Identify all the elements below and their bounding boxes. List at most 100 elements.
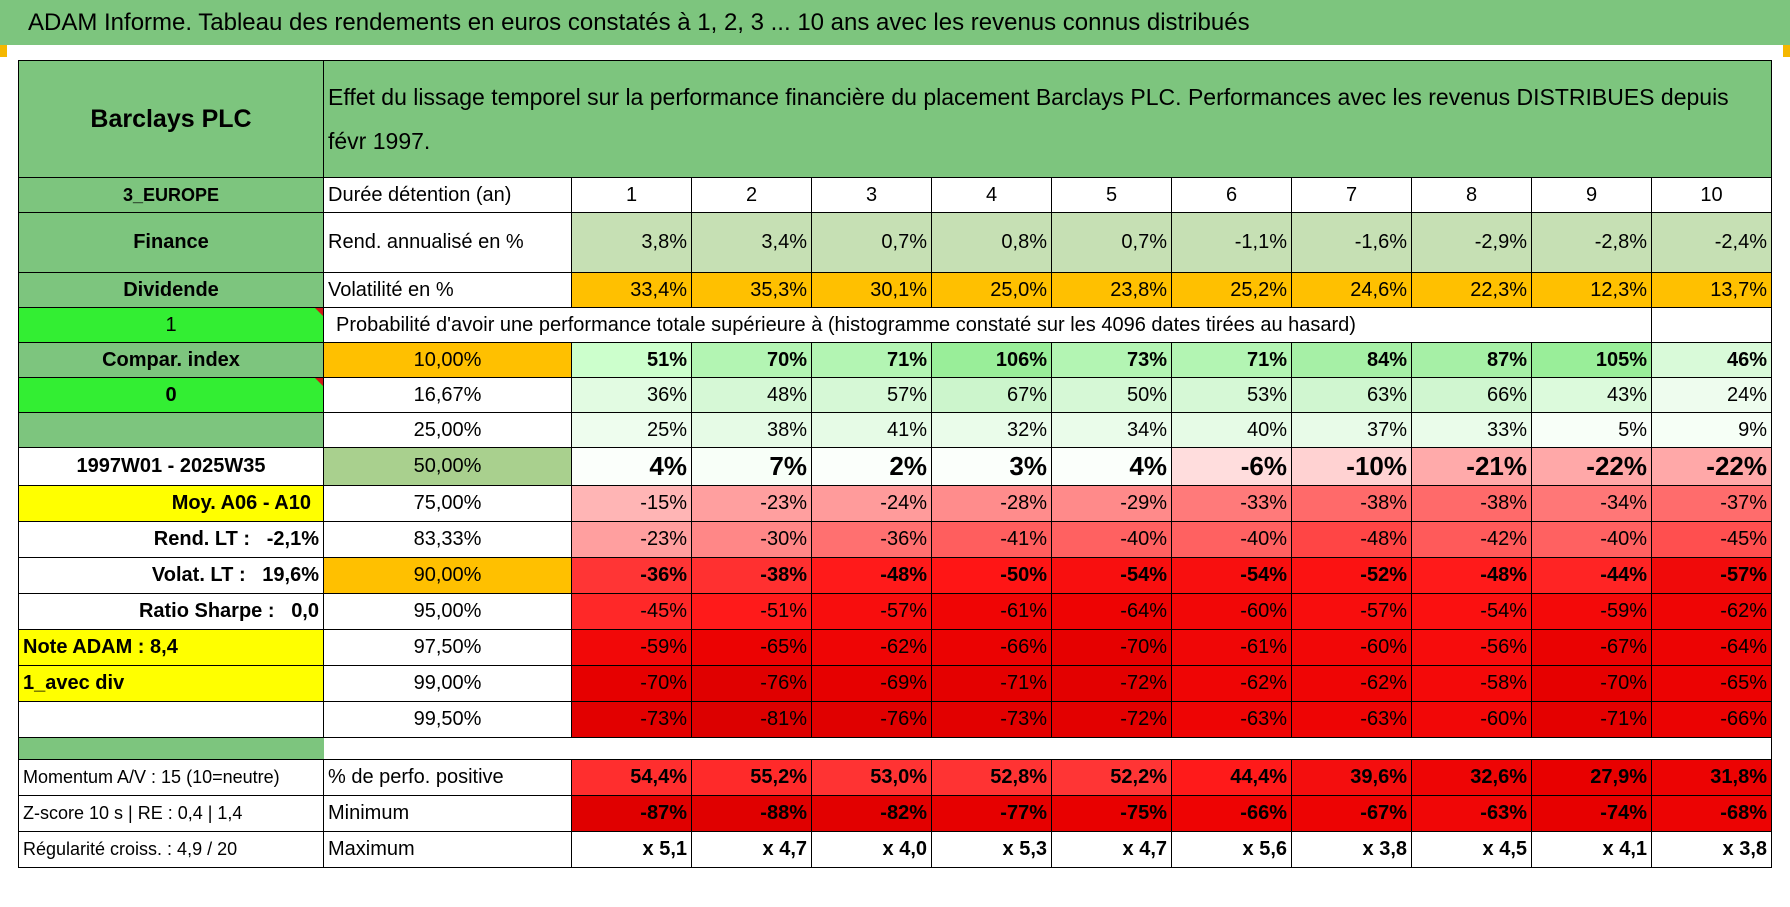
- quantile-cell: -38%: [1291, 485, 1412, 522]
- pos-cell: 31,8%: [1651, 759, 1772, 796]
- quantile-cell: -66%: [1651, 701, 1772, 738]
- quantile-cell: 3%: [931, 447, 1052, 486]
- sector-label: Finance: [18, 212, 324, 273]
- vol-cell: 30,1%: [811, 272, 932, 308]
- quantile-cell: 57%: [811, 377, 932, 413]
- rend-lt-value: -2,1%: [266, 528, 319, 550]
- year-header: 1: [571, 177, 692, 213]
- probability-caption: Probabilité d'avoir une performance tota…: [323, 307, 1652, 343]
- quantile-cell: -72%: [1051, 665, 1172, 702]
- max-cell: x 4,7: [1051, 831, 1172, 868]
- quantile-cell: -76%: [811, 701, 932, 738]
- sharpe-value: 0,0: [291, 600, 319, 622]
- rend-cell: -1,6%: [1291, 212, 1412, 273]
- quantile-label: 75,00%: [323, 485, 572, 522]
- quantile-cell: 7%: [691, 447, 812, 486]
- quantile-cell: -45%: [571, 593, 692, 630]
- quantile-cell: -62%: [811, 629, 932, 666]
- quantile-cell: -59%: [571, 629, 692, 666]
- year-header: 6: [1171, 177, 1292, 213]
- max-cell: x 3,8: [1651, 831, 1772, 868]
- quantile-cell: -22%: [1651, 447, 1772, 486]
- quantile-cell: 87%: [1411, 342, 1532, 378]
- quantile-cell: -63%: [1291, 701, 1412, 738]
- pos-cell: 52,8%: [931, 759, 1052, 796]
- year-header: 4: [931, 177, 1052, 213]
- quantile-cell: 48%: [691, 377, 812, 413]
- min-cell: -67%: [1291, 795, 1412, 832]
- mode-label: 1_avec div: [18, 665, 324, 702]
- quantile-cell: -58%: [1411, 665, 1532, 702]
- quantile-cell: -59%: [1531, 593, 1652, 630]
- quantile-cell: -66%: [931, 629, 1052, 666]
- quantile-cell: 4%: [1051, 447, 1172, 486]
- sharpe-stat: Ratio Sharpe : 0,0: [18, 593, 324, 630]
- quantile-label: 25,00%: [323, 412, 572, 448]
- year-header: 9: [1531, 177, 1652, 213]
- quantile-cell: -15%: [571, 485, 692, 522]
- quantile-cell: 38%: [691, 412, 812, 448]
- year-header: 3: [811, 177, 932, 213]
- max-cell: x 5,6: [1171, 831, 1292, 868]
- quantile-cell: 34%: [1051, 412, 1172, 448]
- quantile-cell: -70%: [1531, 665, 1652, 702]
- selector-input-2[interactable]: 0: [18, 377, 324, 413]
- volat-lt-value: 19,6%: [262, 564, 319, 586]
- quantile-cell: 9%: [1651, 412, 1772, 448]
- year-header: 2: [691, 177, 812, 213]
- pos-cell: 54,4%: [571, 759, 692, 796]
- corner-marker: [1783, 45, 1790, 57]
- quantile-cell: -21%: [1411, 447, 1532, 486]
- min-cell: -82%: [811, 795, 932, 832]
- quantile-cell: -54%: [1051, 557, 1172, 594]
- min-cell: -63%: [1411, 795, 1532, 832]
- quantile-cell: -33%: [1171, 485, 1292, 522]
- max-cell: x 4,0: [811, 831, 932, 868]
- year-header: 7: [1291, 177, 1412, 213]
- quantile-cell: -73%: [571, 701, 692, 738]
- vol-cell: 25,0%: [931, 272, 1052, 308]
- pos-cell: 52,2%: [1051, 759, 1172, 796]
- quantile-cell: -23%: [691, 485, 812, 522]
- rend-lt-stat: Rend. LT : -2,1%: [18, 521, 324, 558]
- quantile-cell: -57%: [1291, 593, 1412, 630]
- quantile-cell: 84%: [1291, 342, 1412, 378]
- min-label: Minimum: [323, 795, 572, 832]
- rend-cell: -1,1%: [1171, 212, 1292, 273]
- quantile-cell: 70%: [691, 342, 812, 378]
- quantile-cell: -57%: [811, 593, 932, 630]
- vol-cell: 13,7%: [1651, 272, 1772, 308]
- quantile-cell: -52%: [1291, 557, 1412, 594]
- quantile-label: 99,50%: [323, 701, 572, 738]
- vol-label: Volatilité en %: [323, 272, 572, 308]
- quantile-cell: -36%: [571, 557, 692, 594]
- quantile-cell: 2%: [811, 447, 932, 486]
- quantile-cell: -60%: [1411, 701, 1532, 738]
- quantile-cell: -24%: [811, 485, 932, 522]
- selector-input-1[interactable]: 1: [18, 307, 324, 343]
- quantile-cell: 37%: [1291, 412, 1412, 448]
- quantile-cell: -28%: [931, 485, 1052, 522]
- quantile-label: 16,67%: [323, 377, 572, 413]
- quantile-cell: -44%: [1531, 557, 1652, 594]
- quantile-cell: 66%: [1411, 377, 1532, 413]
- max-cell: x 4,5: [1411, 831, 1532, 868]
- year-header: 8: [1411, 177, 1532, 213]
- quantile-cell: 51%: [571, 342, 692, 378]
- quantile-cell: -73%: [931, 701, 1052, 738]
- quantile-cell: 5%: [1531, 412, 1652, 448]
- quantile-cell: 33%: [1411, 412, 1532, 448]
- min-cell: -87%: [571, 795, 692, 832]
- quantile-cell: 63%: [1291, 377, 1412, 413]
- quantile-cell: 41%: [811, 412, 932, 448]
- corner-marker: [0, 45, 7, 57]
- moy-label: Moy. A06 - A10: [18, 485, 324, 522]
- quantile-cell: -57%: [1651, 557, 1772, 594]
- min-cell: -68%: [1651, 795, 1772, 832]
- quantile-label: 90,00%: [323, 557, 572, 594]
- compar-index-label: Compar. index: [18, 342, 324, 378]
- quantile-cell: -34%: [1531, 485, 1652, 522]
- quantile-label: 10,00%: [323, 342, 572, 378]
- rend-cell: -2,9%: [1411, 212, 1532, 273]
- quantile-cell: -81%: [691, 701, 812, 738]
